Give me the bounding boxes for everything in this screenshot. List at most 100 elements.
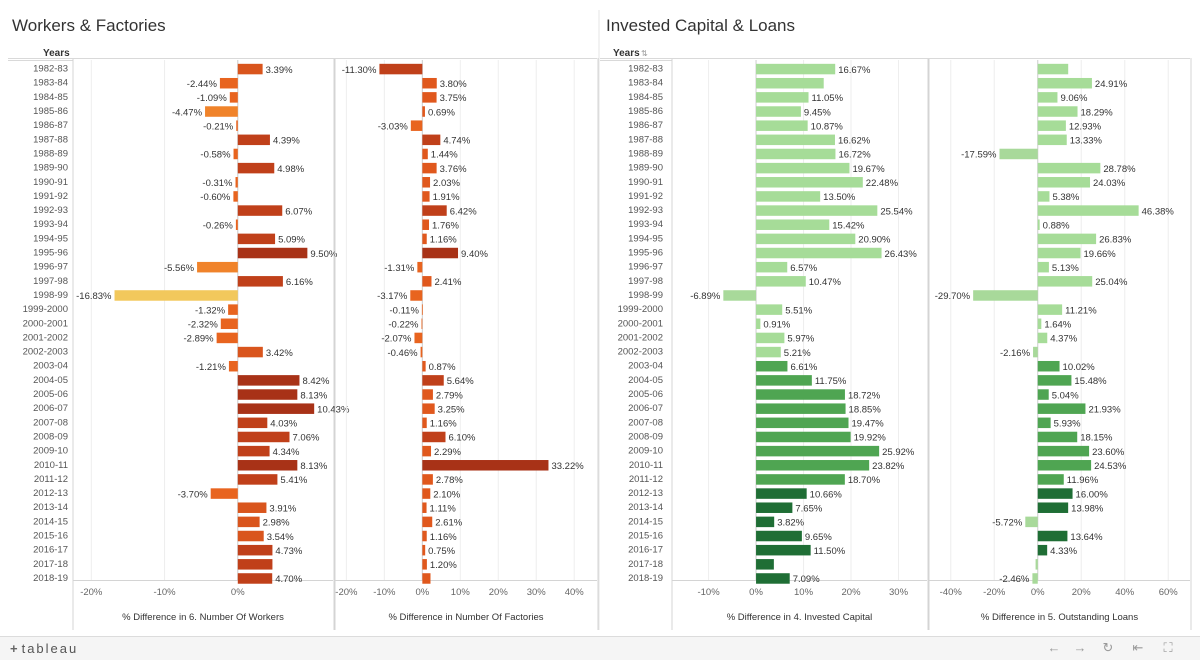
revert-icon[interactable]: ↻: [1102, 640, 1114, 655]
redo-icon[interactable]: →: [1073, 640, 1087, 655]
bar: [422, 403, 435, 414]
fullscreen-icon[interactable]: ⛶: [1163, 640, 1173, 655]
bar: [422, 530, 427, 542]
bar: [422, 106, 425, 117]
data-label: -3.03%: [378, 121, 409, 132]
data-label: 5.64%: [447, 376, 474, 387]
right-dashboard-title: Invested Capital & Loans: [606, 16, 796, 35]
data-label: 5.51%: [785, 305, 812, 316]
bar: [756, 573, 790, 584]
year-label: 2014-15: [628, 516, 663, 527]
data-label: 0.88%: [1043, 220, 1070, 231]
data-label: 18.29%: [1081, 107, 1114, 118]
data-label: 4.70%: [275, 574, 302, 585]
data-label: 11.21%: [1065, 305, 1097, 316]
x-axis-title: % Difference in 5. Outstanding Loans: [981, 612, 1138, 623]
bar: [1037, 304, 1063, 315]
year-label: 1997-98: [628, 276, 663, 287]
bar: [756, 205, 878, 216]
data-label: 3.75%: [440, 93, 467, 104]
data-label: 4.33%: [1050, 546, 1077, 557]
data-label: -0.31%: [202, 178, 233, 189]
years-header[interactable]: Years: [43, 48, 70, 59]
bar: [1025, 516, 1038, 528]
bar: [756, 276, 806, 287]
year-label: 1986-87: [628, 120, 663, 131]
data-label: 4.39%: [273, 136, 300, 147]
bar: [237, 502, 267, 513]
bar: [422, 148, 428, 160]
data-label: -1.32%: [195, 305, 226, 316]
data-label: -1.21%: [196, 362, 227, 373]
bar: [422, 559, 427, 570]
data-label: 2.29%: [434, 447, 461, 458]
bar: [216, 332, 238, 344]
data-label: 0.75%: [428, 546, 455, 557]
x-tick-label: -20%: [335, 587, 358, 598]
bar: [756, 559, 774, 570]
data-label: 9.50%: [310, 249, 337, 260]
data-label: 4.34%: [273, 447, 300, 458]
data-label: 5.41%: [280, 475, 307, 486]
year-label: 1998-99: [33, 290, 68, 301]
data-label: 4.03%: [270, 419, 297, 430]
data-label: 2.61%: [435, 518, 462, 529]
data-label: -0.58%: [200, 150, 231, 161]
data-label: 6.10%: [448, 433, 475, 444]
year-label: 2014-15: [33, 516, 68, 527]
data-label: 1.44%: [431, 150, 458, 161]
bar: [756, 346, 781, 358]
bar: [422, 162, 437, 174]
bar: [237, 460, 298, 471]
bar: [417, 261, 423, 273]
year-label: 2011-12: [34, 474, 68, 485]
year-label: 1987-88: [33, 134, 68, 145]
bar: [756, 120, 808, 131]
year-label: 1990-91: [33, 177, 68, 188]
bar: [422, 205, 447, 216]
bar: [973, 290, 1038, 301]
x-axis-title: % Difference in 6. Number Of Workers: [122, 612, 284, 623]
years-header[interactable]: Years: [613, 48, 640, 59]
data-label: 13.64%: [1070, 532, 1103, 543]
data-label: 2.03%: [433, 178, 460, 189]
year-label: 2016-17: [33, 545, 68, 556]
undo-icon[interactable]: ←: [1047, 640, 1061, 655]
bar: [237, 346, 263, 358]
bar: [1037, 474, 1064, 485]
x-tick-label: -10%: [153, 587, 176, 598]
data-label: -17.59%: [961, 150, 997, 161]
data-label: 26.43%: [885, 249, 918, 260]
data-label: 23.60%: [1092, 447, 1125, 458]
bar: [1037, 488, 1073, 499]
bar: [237, 247, 308, 259]
bar: [236, 120, 238, 131]
year-label: 2002-2003: [23, 347, 68, 358]
year-label: 1998-99: [628, 290, 663, 301]
data-label: -11.30%: [342, 65, 377, 76]
bar: [237, 474, 278, 485]
data-label: 2.79%: [436, 390, 463, 401]
year-label: 2013-14: [628, 502, 663, 513]
x-tick-label: 20%: [1072, 587, 1092, 598]
data-label: 3.82%: [777, 518, 804, 529]
data-label: 3.76%: [440, 164, 467, 175]
year-label: 1996-97: [33, 262, 68, 273]
reset-icon[interactable]: ⇤: [1132, 640, 1144, 655]
data-label: -0.11%: [390, 305, 420, 316]
year-label: 2001-2002: [618, 332, 663, 343]
bar: [756, 375, 812, 386]
data-label: -2.89%: [184, 334, 215, 345]
bar: [237, 276, 283, 287]
data-label: 24.91%: [1095, 79, 1128, 90]
year-label: 1991-92: [628, 191, 663, 202]
bar: [723, 290, 757, 301]
bar: [422, 389, 433, 400]
x-tick-label: 20%: [842, 587, 862, 598]
year-label: 1991-92: [33, 191, 68, 202]
bar: [1037, 191, 1050, 202]
bar: [756, 516, 775, 528]
year-label: 2008-09: [628, 431, 663, 442]
data-label: 18.72%: [848, 390, 881, 401]
bar: [220, 318, 238, 330]
